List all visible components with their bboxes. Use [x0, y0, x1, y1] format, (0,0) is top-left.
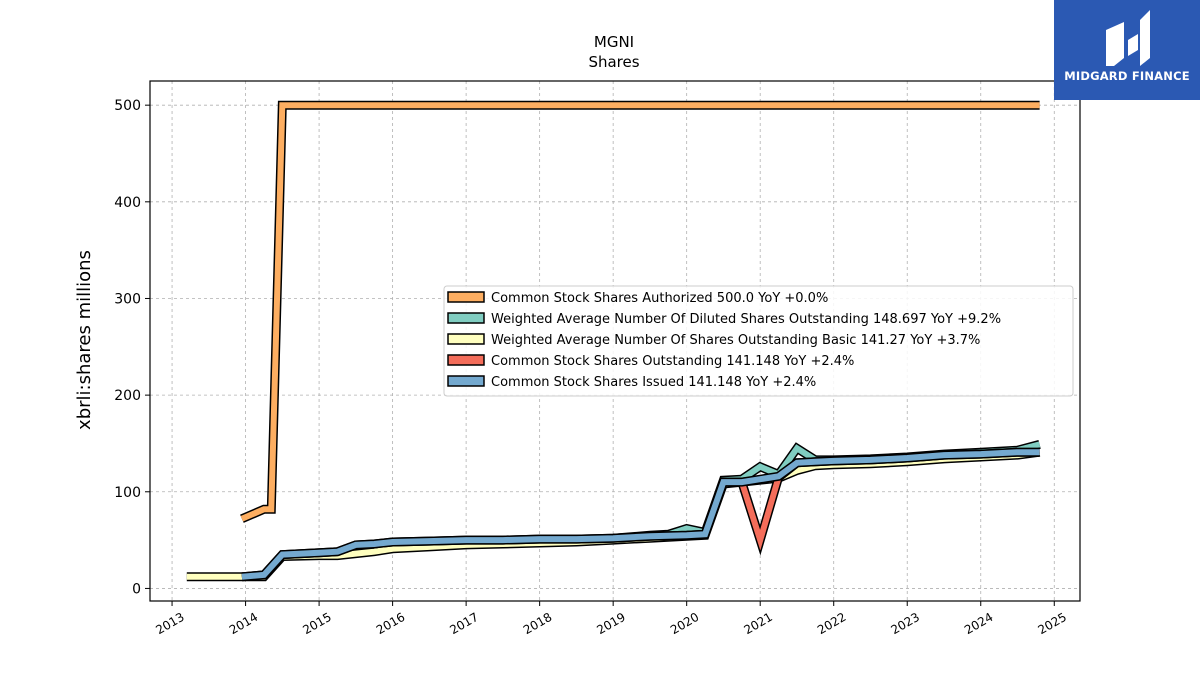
y-tick-label: 400 — [114, 195, 141, 211]
series-line-group — [241, 447, 1040, 582]
legend-swatch — [447, 375, 485, 387]
x-tick-label: 2017 — [447, 610, 480, 637]
legend-frame — [443, 285, 1074, 397]
series-line-group — [241, 447, 1040, 582]
series-line-outline — [241, 447, 1040, 582]
legend-swatch — [447, 354, 485, 366]
x-tick-label: 2020 — [668, 610, 701, 637]
x-tick-label: 2015 — [300, 610, 333, 637]
series-line — [240, 102, 1040, 522]
plot-frame — [149, 80, 1081, 602]
y-tick-label: 300 — [114, 291, 141, 307]
legend-swatch — [447, 312, 485, 324]
x-tick-label: 2019 — [594, 610, 627, 637]
series-line — [241, 449, 1040, 580]
series-lines — [186, 100, 1041, 582]
series-line-group — [240, 100, 1040, 523]
legend: Common Stock Shares Authorized 500.0 YoY… — [443, 285, 1074, 397]
chart-subtitle: Shares — [588, 53, 639, 71]
legend-swatch — [447, 291, 485, 303]
x-tick-label: 2014 — [227, 610, 260, 637]
legend-label: Weighted Average Number Of Shares Outsta… — [491, 333, 980, 348]
series-line — [241, 449, 1040, 580]
x-tick-label: 2016 — [374, 610, 407, 637]
series-line-outline — [241, 447, 1040, 582]
x-tick-label: 2025 — [1036, 610, 1069, 637]
x-tick-label: 2022 — [815, 610, 848, 637]
legend-label: Weighted Average Number Of Diluted Share… — [491, 312, 1001, 327]
logo-text: MIDGARD FINANCE — [1064, 69, 1190, 83]
y-tick-label: 0 — [132, 581, 141, 597]
y-axis-label: xbrli:shares millions — [74, 250, 95, 430]
midgard-finance-logo: MIDGARD FINANCE — [1054, 0, 1200, 100]
legend-label: Common Stock Shares Issued 141.148 YoY +… — [491, 375, 816, 390]
x-tick-label: 2021 — [741, 610, 774, 637]
x-tick-label: 2023 — [889, 610, 922, 637]
y-tick-label: 500 — [114, 98, 141, 114]
legend-label: Common Stock Shares Authorized 500.0 YoY… — [491, 291, 828, 306]
legend-label: Common Stock Shares Outstanding 141.148 … — [491, 354, 854, 369]
x-tick-label: 2018 — [521, 610, 554, 637]
chart-title: MGNI — [594, 33, 634, 51]
logo-mark-icon — [1106, 10, 1150, 66]
y-tick-label: 200 — [114, 388, 141, 404]
y-tick-label: 100 — [114, 485, 141, 501]
legend-swatch — [447, 333, 485, 345]
x-tick-label: 2013 — [153, 610, 186, 637]
x-tick-label: 2024 — [962, 610, 995, 637]
